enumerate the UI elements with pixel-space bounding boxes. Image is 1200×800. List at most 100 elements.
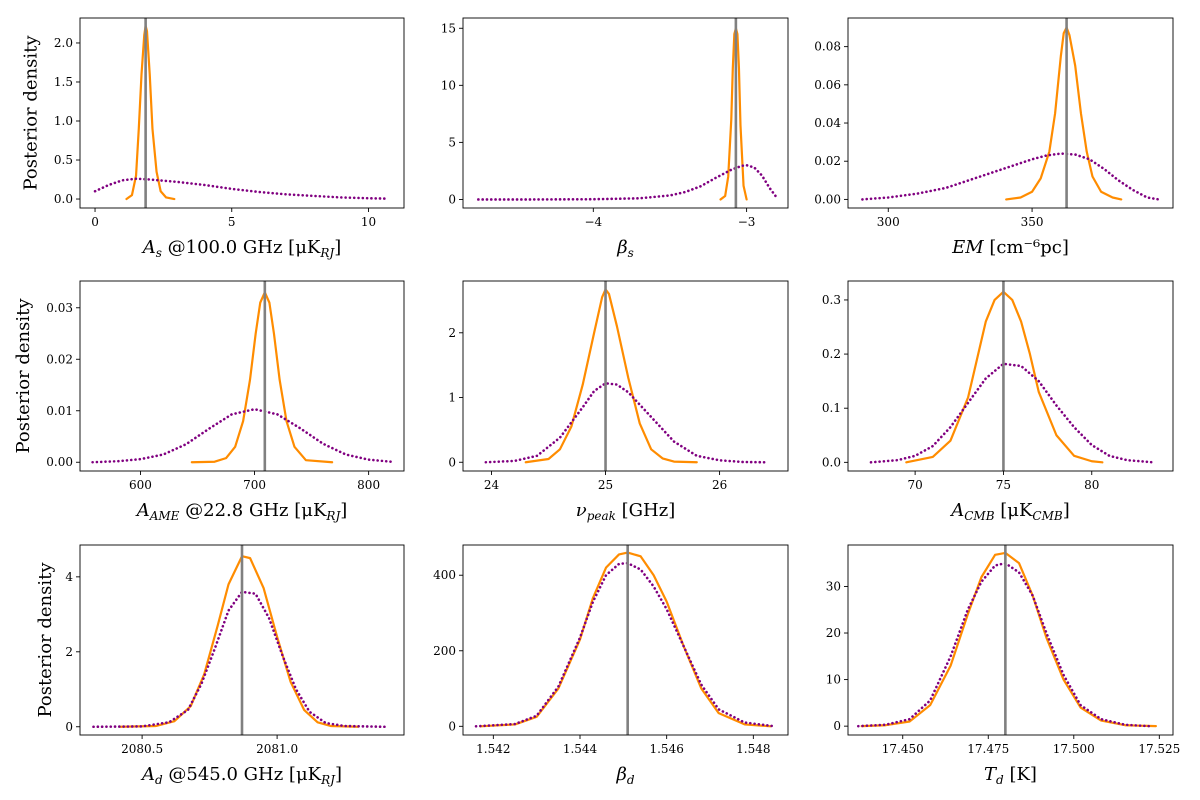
subplot-2: −4 −3 0 5 10 15 βs: [441, 17, 789, 260]
x-tick-label: 17.450: [882, 742, 924, 756]
y-tick-label: 0.1: [822, 401, 841, 415]
plot-area: [92, 545, 387, 735]
x-tick-label: 75: [996, 478, 1011, 492]
subplot-3: 300 350 0.00 0.02 0.04 0.06 0.08 EM [cm⁻⁶pc]: [814, 17, 1174, 258]
subplot-7: 2080.5 2081.0 0 2 4 Ad @545.0 GHz [μKRJ] Poste…: [35, 544, 405, 787]
x-axis-label: As @100.0 GHz [μKRJ]: [141, 237, 342, 260]
prior-density-line: [869, 362, 1155, 464]
posterior-density-line: [125, 24, 176, 201]
prior-density-line: [91, 407, 393, 464]
y-tick-label: 0.0: [54, 192, 73, 206]
y-tick-label: 0.5: [54, 153, 73, 167]
x-tick-label: 1.546: [649, 742, 683, 756]
y-tick-label: 0.01: [46, 404, 73, 418]
x-tick-label: 350: [1021, 215, 1044, 229]
plot-area: [474, 545, 777, 735]
y-tick-label: 2: [448, 326, 456, 340]
posterior-density-line: [719, 27, 748, 201]
y-axis-label: Posterior density: [20, 35, 41, 191]
y-tick-label: 30: [826, 579, 841, 593]
axes-frame: [462, 17, 789, 209]
y-tick-label: 0.2: [822, 347, 841, 361]
x-tick-label: 25: [598, 478, 613, 492]
x-axis-label: Td [K]: [984, 764, 1037, 787]
y-tick-label: 0.03: [46, 301, 73, 315]
y-tick-label: 15: [441, 21, 456, 35]
plot-area: [477, 18, 779, 208]
y-tick-label: 0: [448, 719, 456, 733]
axes-frame: [79, 544, 405, 736]
x-tick-label: 300: [877, 215, 900, 229]
plot-area: [869, 281, 1155, 471]
prior-density-line: [93, 177, 389, 200]
y-tick-label: 1.5: [54, 75, 73, 89]
subplot-5: 24 25 26 0 1 2 νpeak [GHz]: [448, 280, 789, 523]
x-tick-label: 26: [712, 478, 727, 492]
y-tick-label: 1: [448, 391, 456, 405]
axes-frame: [847, 17, 1174, 209]
plot-area: [861, 18, 1160, 208]
y-tick-label: 0.3: [822, 293, 841, 307]
x-tick-label: 24: [484, 478, 500, 492]
prior-density-line: [856, 561, 1151, 728]
y-axis-label: Posterior density: [35, 562, 56, 718]
x-axis-label: νpeak [GHz]: [576, 500, 676, 523]
y-tick-label: 20: [826, 626, 841, 640]
y-tick-label: 4: [65, 570, 73, 584]
x-axis-label: ACMB [μKCMB]: [949, 500, 1070, 523]
y-tick-label: 2.0: [54, 36, 73, 50]
y-tick-label: 400: [433, 568, 456, 582]
posterior-density-line: [524, 288, 698, 464]
x-tick-label: 600: [129, 478, 152, 492]
posterior-density-line: [905, 290, 1104, 464]
plot-area: [91, 281, 393, 471]
y-tick-label: 0: [448, 455, 456, 469]
subplot-4: 600 700 800 0.00 0.01 0.02 0.03 AAME @22.8 GHz …: [13, 280, 405, 523]
x-tick-label: 800: [357, 478, 380, 492]
y-tick-label: 0.08: [814, 40, 841, 54]
y-tick-label: 0: [65, 720, 73, 734]
x-tick-label: 0: [91, 215, 99, 229]
plot-area: [484, 281, 767, 471]
x-tick-label: 17.525: [1138, 742, 1180, 756]
subplot-8: 1.542 1.544 1.546 1.548 0 200 400 βd: [433, 544, 789, 787]
x-tick-label: 700: [243, 478, 266, 492]
plot-area: [93, 18, 389, 208]
x-axis-label: βs: [616, 237, 634, 260]
y-tick-label: 0: [448, 192, 456, 206]
x-axis-label: βd: [615, 764, 634, 787]
y-tick-label: 0.00: [46, 455, 73, 469]
x-tick-label: 17.500: [1053, 742, 1095, 756]
axes-frame: [462, 544, 789, 736]
prior-density-line: [477, 163, 779, 201]
y-tick-label: 10: [826, 673, 841, 687]
x-tick-label: 1.544: [563, 742, 598, 756]
x-axis-label: AAME @22.8 GHz [μKRJ]: [135, 500, 348, 523]
y-axis-label: Posterior density: [13, 298, 34, 454]
axes-frame: [847, 544, 1174, 736]
y-tick-label: 0.02: [814, 154, 841, 168]
axes-frame: [79, 17, 405, 209]
x-tick-label: 2080.5: [121, 742, 163, 756]
subplot-9: 17.450 17.475 17.500 17.525 0 10 20 30 Td [K]: [826, 544, 1180, 787]
plot-area: [856, 545, 1157, 735]
x-tick-label: −4: [584, 215, 602, 229]
posterior-density-line: [190, 291, 334, 464]
prior-density-line: [474, 561, 777, 728]
posterior-density-line: [119, 555, 360, 728]
y-tick-label: 0.0: [822, 455, 841, 469]
x-tick-label: 5: [228, 215, 236, 229]
axes-frame: [847, 280, 1174, 472]
subplot-6: 70 75 80 0.0 0.1 0.2 0.3 ACMB [μKCMB]: [822, 280, 1174, 523]
prior-density-line: [92, 590, 387, 729]
y-tick-label: 10: [441, 78, 456, 92]
prior-density-line: [484, 381, 767, 464]
axes-frame: [462, 280, 789, 472]
x-axis-label: Ad @545.0 GHz [μKRJ]: [140, 764, 342, 787]
subplot-1: 0 5 10 0.0 0.5 1.0 1.5 2.0 As @100.0 GHz [μKRJ] P…: [20, 17, 405, 260]
prior-density-line: [861, 152, 1160, 201]
x-tick-label: 2081.0: [256, 742, 298, 756]
axes-frame: [79, 280, 405, 472]
x-tick-label: −3: [738, 215, 756, 229]
